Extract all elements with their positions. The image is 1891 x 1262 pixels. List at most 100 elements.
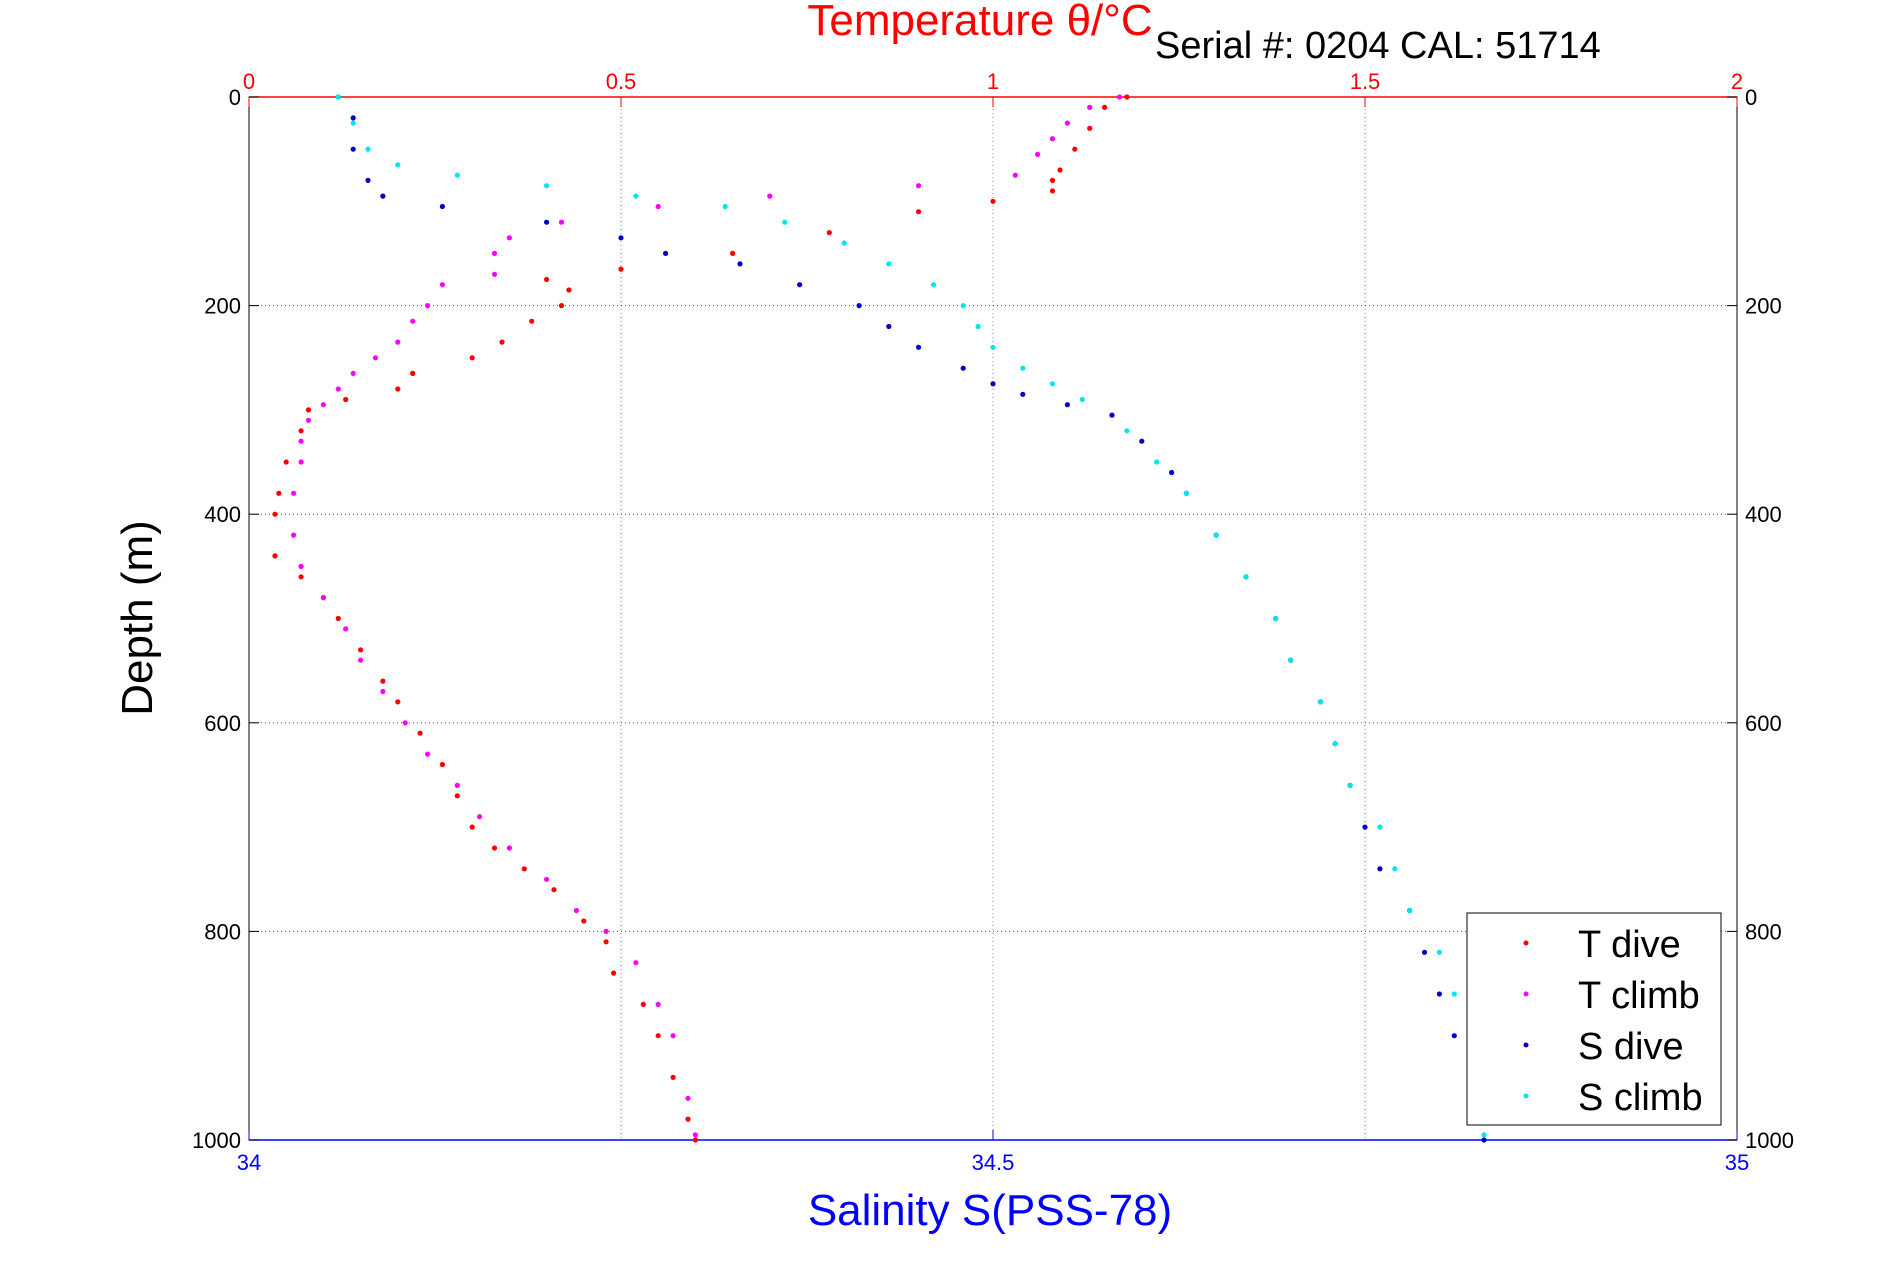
s_climb-point — [1079, 396, 1085, 403]
s_dive-point — [737, 261, 743, 267]
temperature-tick-label: 1.5 — [1350, 69, 1381, 94]
t_dive-point — [730, 250, 736, 256]
t_climb-point — [454, 782, 460, 789]
depth-tick-label-right: 0 — [1745, 85, 1757, 110]
s_climb-point — [1481, 1132, 1487, 1138]
s_dive-point — [1377, 866, 1383, 872]
s_climb-point — [1377, 824, 1383, 830]
depth-tick-label-right: 1000 — [1745, 1128, 1794, 1153]
s_climb-point — [1213, 532, 1219, 538]
t_climb-point — [506, 845, 512, 851]
t_dive-point — [380, 678, 386, 684]
t_dive-point — [343, 396, 349, 403]
s_dive-point — [886, 323, 892, 330]
depth-tick-label-left: 800 — [204, 919, 241, 944]
t_climb-point — [298, 459, 304, 465]
t_dive-point — [916, 209, 922, 215]
t_dive-point — [469, 355, 475, 361]
t_climb-point — [320, 402, 326, 408]
s_dive-point — [365, 177, 371, 183]
s_climb-point — [454, 172, 460, 178]
s_climb-point — [1347, 782, 1353, 789]
s_dive-point — [1020, 391, 1026, 397]
series-s_climb — [335, 94, 1487, 1138]
t_climb-point — [573, 907, 580, 914]
salinity-tick-label: 34 — [237, 1150, 261, 1175]
s_climb-point — [1124, 428, 1130, 434]
t_climb-point — [1087, 104, 1093, 110]
s_climb-point — [350, 120, 356, 126]
t_dive-point — [469, 824, 475, 830]
t_dive-point — [1087, 125, 1093, 131]
s_climb-point — [975, 323, 981, 330]
t_dive-point — [410, 370, 416, 376]
t_climb-point — [425, 751, 431, 757]
depth-tick-label-left: 0 — [229, 85, 241, 110]
legend: T dive T climb S dive S climb — [1466, 912, 1722, 1126]
t_dive-point — [276, 490, 282, 496]
s_climb-point — [365, 146, 371, 152]
t_dive-point — [618, 266, 624, 272]
s_climb-point — [335, 94, 341, 100]
legend-label-t_dive: T dive — [1578, 924, 1681, 966]
s_dive-point — [618, 235, 624, 241]
series-s_dive — [335, 94, 1487, 1143]
t_climb-point — [506, 235, 512, 241]
t_dive-point — [692, 1137, 699, 1143]
t_climb-point — [358, 657, 364, 663]
t_climb-point — [491, 250, 498, 256]
t_dive-point — [685, 1116, 691, 1122]
t_climb-point — [350, 370, 356, 376]
s_climb-point — [930, 282, 937, 288]
s_climb-point — [395, 162, 401, 168]
s_climb-point — [1273, 615, 1279, 622]
legend-marker-s_dive — [1523, 1042, 1529, 1048]
t_climb-point — [410, 318, 416, 324]
legend-label-s_dive: S dive — [1578, 1026, 1684, 1068]
t_dive-point — [1049, 177, 1056, 183]
s_dive-point — [350, 146, 356, 152]
t_dive-point — [521, 866, 527, 872]
temperature-tick-label: 0 — [243, 69, 255, 94]
t_dive-point — [611, 970, 617, 976]
salinity-tick-label: 34.5 — [972, 1150, 1015, 1175]
s_climb-point — [1288, 657, 1294, 663]
t_climb-point — [916, 183, 922, 189]
t_dive-point — [655, 1033, 661, 1039]
t_dive-point — [272, 511, 278, 517]
t_climb-point — [291, 490, 297, 496]
salinity-tick-label: 35 — [1725, 1150, 1749, 1175]
t_climb-point — [298, 563, 304, 570]
temperature-tick-label: 1 — [987, 69, 999, 94]
t_dive-point — [603, 939, 609, 945]
s_dive-point — [1139, 438, 1145, 444]
legend-label-s_climb: S climb — [1578, 1077, 1703, 1119]
t_climb-point — [655, 1001, 661, 1008]
t_climb-point — [320, 595, 326, 601]
t_climb-point — [767, 193, 773, 199]
t_dive-point — [417, 730, 423, 736]
t_dive-point — [990, 198, 996, 204]
s_dive-point — [797, 282, 803, 288]
s_dive-point — [544, 219, 550, 225]
depth-tick-label-right: 400 — [1745, 502, 1782, 527]
t_dive-point — [558, 303, 565, 309]
temperature-tick-label: 0.5 — [606, 69, 637, 94]
t_climb-point — [603, 928, 609, 935]
s_dive-point — [663, 250, 669, 256]
temperature-axis-title: Temperature θ/°C — [807, 0, 1152, 45]
s_dive-point — [1362, 824, 1368, 830]
t_climb-point — [544, 876, 550, 882]
series-t_climb — [291, 94, 1123, 1138]
t_climb-point — [291, 532, 297, 538]
s_dive-point — [1169, 469, 1175, 476]
depth-tick-label-left: 600 — [204, 711, 241, 736]
s_climb-point — [1049, 381, 1056, 387]
s_climb-point — [722, 203, 728, 210]
s_dive-point — [1421, 949, 1428, 955]
s_climb-point — [544, 183, 550, 189]
t_dive-point — [358, 647, 364, 653]
depth-axis-title: Depth (m) — [113, 520, 162, 716]
